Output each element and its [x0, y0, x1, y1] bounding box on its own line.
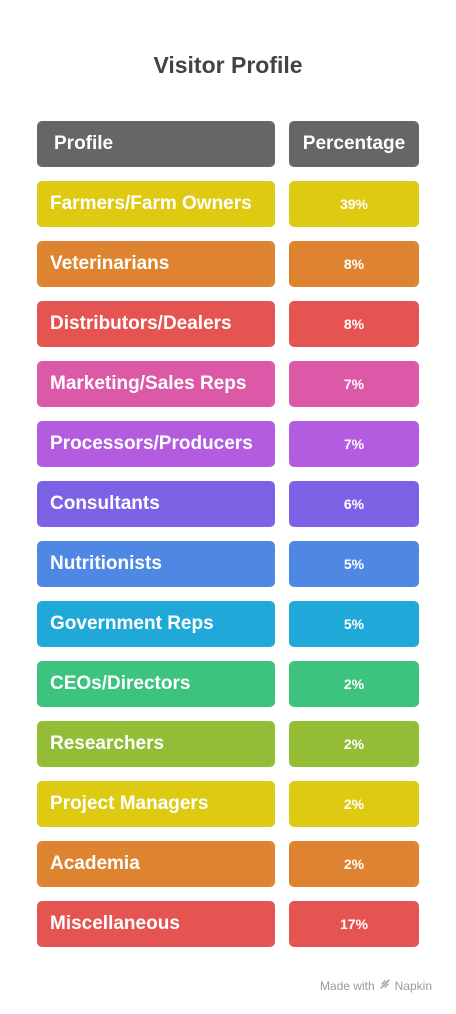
table-row-profile: Processors/Producers: [37, 421, 275, 467]
table-row-percentage: 17%: [289, 901, 419, 947]
table-row-percentage: 2%: [289, 661, 419, 707]
table-row-percentage: 39%: [289, 181, 419, 227]
table-row-profile: Academia: [37, 841, 275, 887]
table-row-percentage: 2%: [289, 721, 419, 767]
footer: Made with Napkin: [320, 978, 432, 993]
table-row-profile: Researchers: [37, 721, 275, 767]
table-row-profile: Marketing/Sales Reps: [37, 361, 275, 407]
table-row-profile: Consultants: [37, 481, 275, 527]
table-row-profile: CEOs/Directors: [37, 661, 275, 707]
table-row-profile: Miscellaneous: [37, 901, 275, 947]
footer-made-with: Made with: [319, 978, 375, 993]
table-row-percentage: 6%: [289, 481, 419, 527]
header-percentage: Percentage: [289, 121, 419, 167]
table-row-profile: Government Reps: [37, 601, 275, 647]
footer-brand: Napkin: [394, 978, 432, 993]
table-row-percentage: 2%: [289, 841, 419, 887]
table-row-percentage: 5%: [289, 541, 419, 587]
page-title: Visitor Profile: [153, 52, 303, 78]
table-row-percentage: 8%: [289, 301, 419, 347]
table-row-percentage: 2%: [289, 781, 419, 827]
table-row-profile: Farmers/Farm Owners: [37, 181, 275, 227]
table-row-profile: Project Managers: [37, 781, 275, 827]
table-row-profile: Nutritionists: [37, 541, 275, 587]
table-row-profile: Distributors/Dealers: [37, 301, 275, 347]
table-row-percentage: 8%: [289, 241, 419, 287]
table-row-profile: Veterinarians: [37, 241, 275, 287]
napkin-icon: [379, 978, 391, 993]
header-profile: Profile: [37, 121, 275, 167]
table-row-percentage: 7%: [289, 421, 419, 467]
table-row-percentage: 7%: [289, 361, 419, 407]
table-row-percentage: 5%: [289, 601, 419, 647]
